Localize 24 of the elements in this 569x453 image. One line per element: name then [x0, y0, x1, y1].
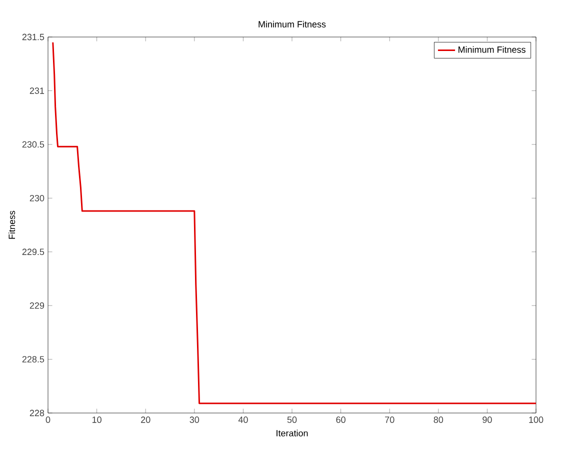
y-tick-label: 228.5 [22, 356, 44, 362]
y-tick-label: 228 [30, 410, 44, 416]
x-tick-label: 40 [238, 416, 248, 423]
y-tick-label: 230 [30, 194, 44, 202]
y-tick-label: 229 [30, 302, 44, 309]
y-tick-label: 231 [30, 88, 44, 94]
y-tick-label: 230.5 [22, 141, 44, 148]
x-tick-label: 50 [287, 416, 297, 423]
line-series [52, 42, 536, 404]
x-tick-label: 60 [336, 416, 346, 423]
x-tick-label: 70 [385, 416, 394, 423]
legend-label: Minimum Fitness [458, 46, 526, 53]
y-tick-label: 229.5 [22, 248, 44, 256]
x-tick-label: 0 [46, 416, 50, 423]
x-tick-label: 30 [190, 416, 200, 423]
x-tick-label: 10 [92, 416, 102, 423]
x-tick-label: 20 [141, 416, 150, 423]
y-tick-label: 231.5 [22, 34, 44, 40]
x-axis-title: Iteration [276, 430, 308, 436]
y-axis-title: Fitness [8, 210, 16, 239]
chart-title: Minimum Fitness [258, 20, 326, 28]
x-tick-label: 80 [434, 416, 444, 423]
x-tick-label: 90 [482, 416, 492, 423]
x-tick-label: 100 [529, 416, 544, 423]
